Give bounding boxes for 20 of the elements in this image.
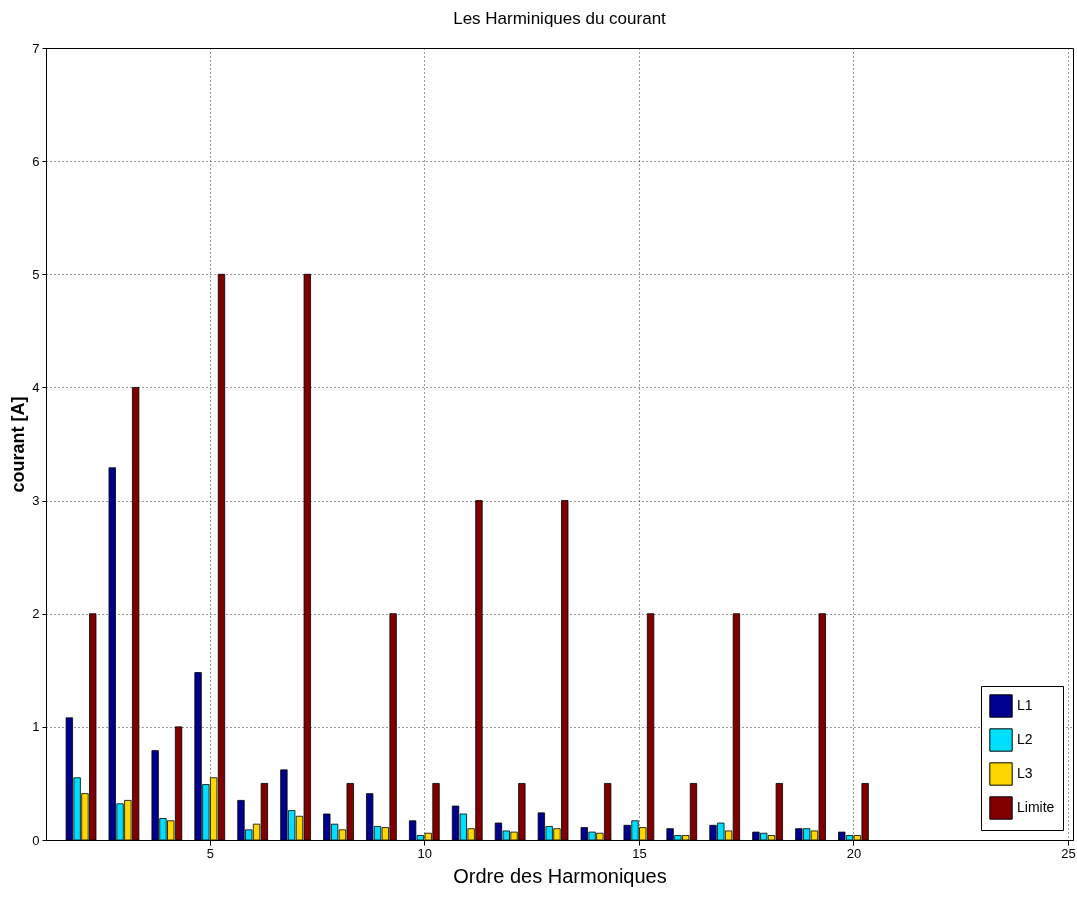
x-tick-label: 10 (417, 845, 433, 861)
y-tick-label: 1 (32, 719, 40, 735)
y-tick-label: 7 (32, 40, 40, 56)
x-tick-label: 15 (632, 845, 647, 861)
x-axis-title: Ordre des Harmoniques (453, 864, 667, 887)
y-tick-label: 2 (32, 606, 40, 622)
x-tick-label: 25 (1061, 845, 1076, 861)
legend-label: L1 (1017, 697, 1033, 713)
y-tick-label: 6 (32, 153, 40, 169)
legend-label: L3 (1017, 765, 1033, 781)
y-tick-label: 4 (32, 379, 40, 395)
x-tick-label: 20 (846, 845, 862, 861)
y-axis-title: courant [A] (8, 396, 29, 493)
x-tick-label: 5 (206, 845, 214, 861)
y-tick-label: 0 (32, 832, 40, 848)
y-tick-label: 3 (32, 493, 40, 509)
legend-label: L2 (1017, 731, 1033, 747)
legend-label: Limite (1017, 799, 1055, 815)
y-tick-label: 5 (32, 266, 40, 282)
chart-title: Les Harminiques du courant (453, 9, 667, 28)
